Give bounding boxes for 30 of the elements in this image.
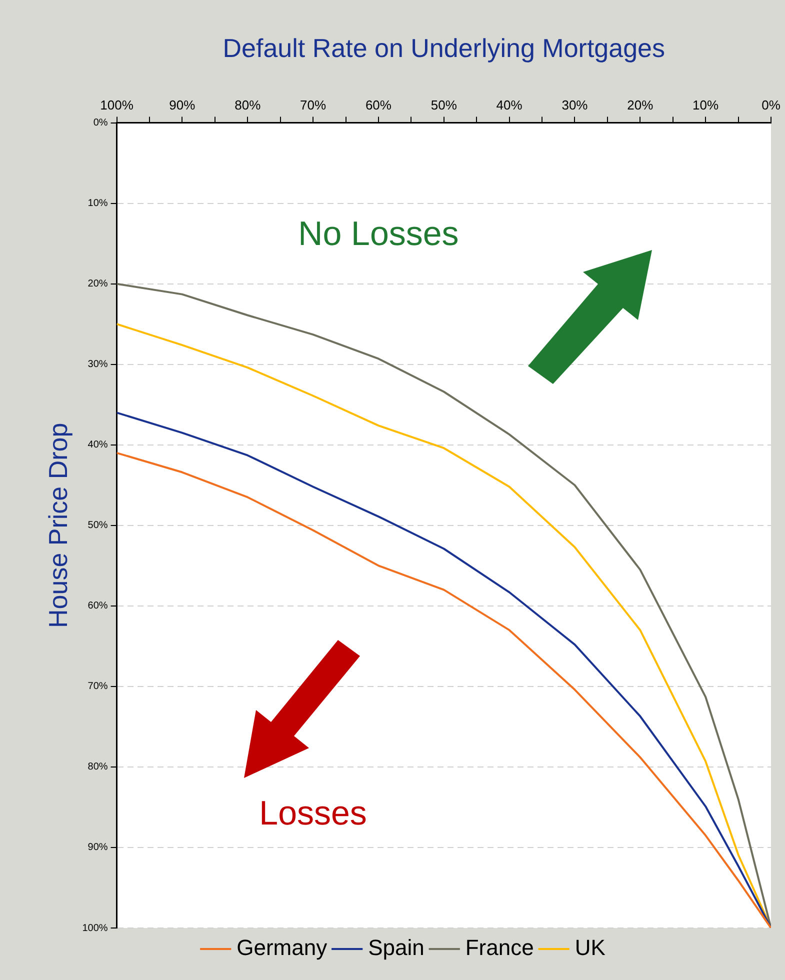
y-tick-label: 100% [82, 922, 108, 934]
y-tick-label: 20% [88, 278, 108, 290]
x-tick-label: 50% [430, 98, 458, 113]
y-tick-label: 60% [88, 600, 108, 612]
legend-label: Spain [368, 935, 424, 960]
y-tick-label: 0% [93, 118, 108, 129]
x-tick-label: 40% [496, 98, 523, 113]
y-tick-label: 50% [88, 520, 108, 532]
x-tick-label: 90% [169, 98, 196, 113]
x-tick-label: 10% [692, 98, 720, 113]
annotation: No Losses [298, 214, 459, 253]
legend-label: UK [574, 935, 606, 960]
x-tick-label: 30% [562, 98, 588, 113]
annotation: Losses [259, 794, 367, 833]
legend-label: France [465, 935, 534, 960]
x-tick-label: 100% [100, 98, 134, 113]
y-tick-label: 40% [88, 440, 108, 451]
x-axis-title: Default Rate on Underlying Mortgages [222, 32, 666, 63]
y-axis-title: House Price Drop [42, 422, 73, 628]
y-tick-label: 10% [88, 198, 108, 210]
x-tick-label: 0% [762, 98, 781, 113]
y-tick-label: 30% [88, 359, 108, 370]
x-tick-label: 80% [234, 98, 262, 113]
y-tick-label: 90% [88, 842, 108, 854]
y-tick-label: 70% [88, 681, 108, 692]
legend-label: Germany [236, 935, 328, 960]
x-tick-label: 20% [627, 98, 654, 113]
x-tick-label: 70% [300, 98, 326, 113]
x-tick-label: 60% [365, 98, 392, 113]
y-tick-label: 80% [88, 762, 108, 773]
